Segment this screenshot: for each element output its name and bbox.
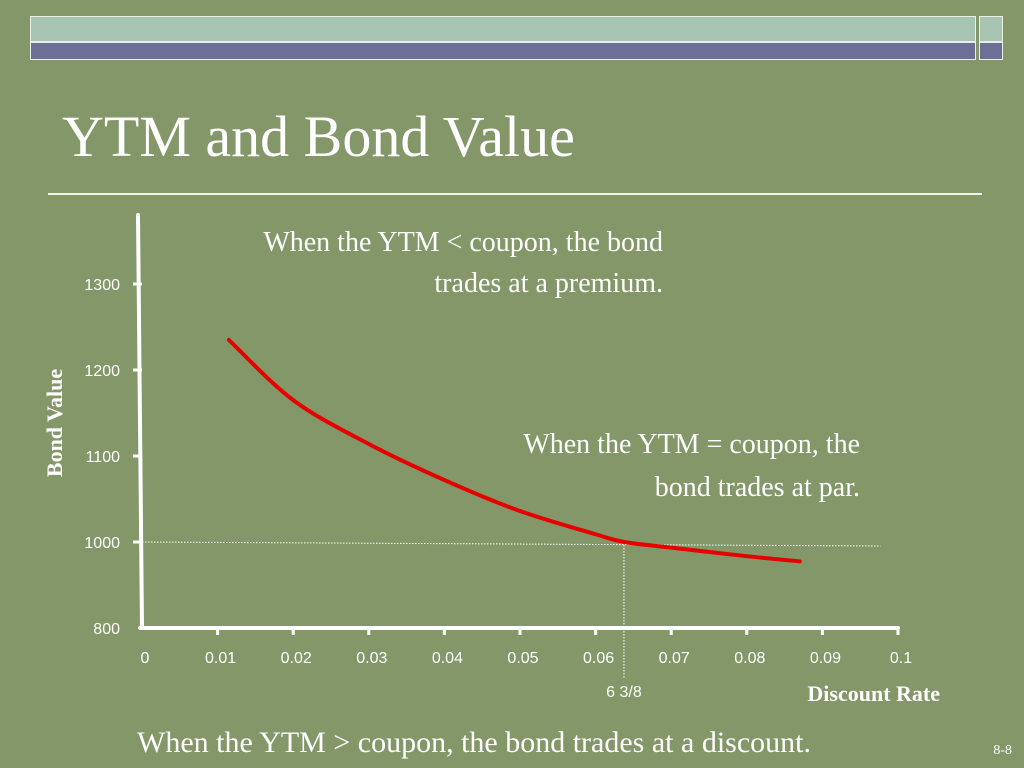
header-bar-top (30, 16, 976, 42)
y-tick-label-1200: 1200 (84, 363, 120, 380)
par-annotation-line-1: When the YTM = coupon, the (523, 429, 860, 460)
x-tick-label-0.05: 0.05 (507, 650, 538, 667)
premium-annotation-line-1: When the YTM < coupon, the bond (263, 227, 663, 258)
par-reference-line (141, 541, 881, 547)
header-square-top (979, 16, 1003, 42)
coupon-rate-label: 6 3/8 (606, 684, 642, 701)
x-tick-label-0.01: 0.01 (205, 650, 236, 667)
header-bar-bottom (30, 42, 976, 60)
discount-annotation: When the YTM > coupon, the bond trades a… (137, 726, 811, 759)
y-tick-label-1000: 1000 (84, 535, 120, 552)
slide-title: YTM and Bond Value (62, 104, 575, 169)
header-square-bottom (979, 42, 1003, 60)
y-axis (136, 213, 144, 630)
bond-value-curve (226, 337, 802, 564)
y-tick-label-800: 800 (93, 621, 120, 638)
slide-number: 8-8 (993, 743, 1012, 758)
x-axis-title: Discount Rate (807, 681, 940, 706)
par-annotation-line-2: bond trades at par. (655, 472, 860, 503)
y-axis-title: Bond Value (42, 369, 67, 477)
x-tick-label-0.02: 0.02 (281, 650, 312, 667)
x-tick-label-0.1: 0.1 (890, 650, 912, 667)
title-divider (48, 193, 982, 195)
premium-annotation-line-2: trades at a premium. (434, 268, 663, 299)
x-tick-label-0.06: 0.06 (583, 650, 614, 667)
x-tick-label-0: 0 (141, 650, 150, 667)
y-tick-label-1300: 1300 (84, 277, 120, 294)
x-tick-label-0.09: 0.09 (810, 650, 841, 667)
y-tick-label-1100: 1100 (86, 449, 121, 466)
x-tick-label-0.07: 0.07 (659, 650, 690, 667)
x-tick-label-0.03: 0.03 (356, 650, 387, 667)
x-tick-label-0.04: 0.04 (432, 650, 463, 667)
x-tick-label-0.08: 0.08 (734, 650, 765, 667)
